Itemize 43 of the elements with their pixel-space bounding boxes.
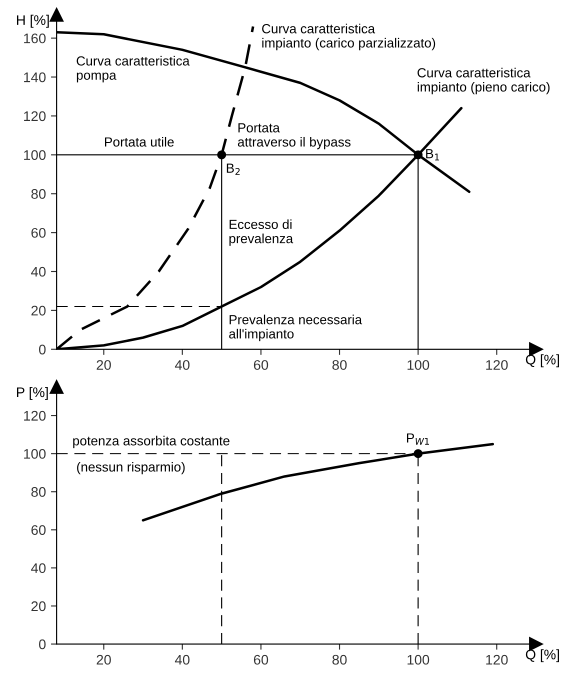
- y-tick-label: 100: [24, 150, 46, 160]
- y-tick-label: 100: [24, 448, 46, 459]
- x-tick-label: 120: [486, 360, 508, 370]
- y-tick-label: 80: [31, 189, 46, 199]
- y-tick-label: 20: [31, 306, 46, 316]
- y-tick-label: 40: [31, 266, 46, 277]
- x-tick-label: 20: [96, 654, 111, 665]
- x-tick-label: 60: [254, 654, 268, 665]
- y-tick-label: 60: [31, 525, 46, 535]
- x-tick-label: 120: [486, 654, 508, 665]
- y-tick-label: 80: [31, 487, 46, 497]
- y-tick-label: 20: [31, 601, 46, 612]
- x-tick-label: 100: [408, 654, 430, 665]
- annotation: potenza assorbita costante: [73, 436, 230, 448]
- y-axis-title: P [%]: [16, 386, 48, 400]
- series-label: Curva caratteristica pompa: [76, 56, 190, 82]
- annotation: Eccesso di prevalenza: [229, 219, 294, 246]
- y-tick-label: 0: [39, 344, 46, 354]
- annotation: B$_{1}$: [426, 149, 440, 160]
- x-tick-label: 60: [254, 360, 268, 370]
- y-tick-label: 120: [24, 410, 46, 421]
- x-tick-label: 40: [174, 360, 190, 370]
- annotation: B$_{2}$: [226, 164, 240, 175]
- annotation: P$_{W1}$: [406, 433, 429, 445]
- x-axis-title: Q [%]: [526, 649, 559, 662]
- y-tick-label: 0: [39, 639, 46, 650]
- text: Curva caratteristica impianto (pieno carico): [418, 68, 550, 94]
- y-tick-label: 40: [31, 563, 46, 574]
- series-label: Curva caratteristica impianto (carico parzializzato): [262, 24, 436, 50]
- annotation: Portata attraverso il bypass: [238, 123, 351, 150]
- annotation: (nessun risparmio): [77, 462, 185, 474]
- x-tick-label: 100: [408, 360, 430, 370]
- y-tick-label: 120: [24, 111, 46, 122]
- x-tick-label: 80: [332, 654, 347, 665]
- annotation: Prevalenza necessaria all'impianto: [229, 314, 362, 342]
- x-tick-label: 20: [96, 360, 111, 370]
- x-tick-label: 80: [332, 360, 347, 370]
- y-axis-title: H [%]: [16, 14, 49, 28]
- annotation: Portata utile: [105, 136, 174, 147]
- y-tick-label: 160: [24, 33, 46, 44]
- x-tick-label: 40: [174, 654, 190, 665]
- y-tick-label: 60: [31, 228, 46, 238]
- y-tick-label: 140: [24, 72, 46, 82]
